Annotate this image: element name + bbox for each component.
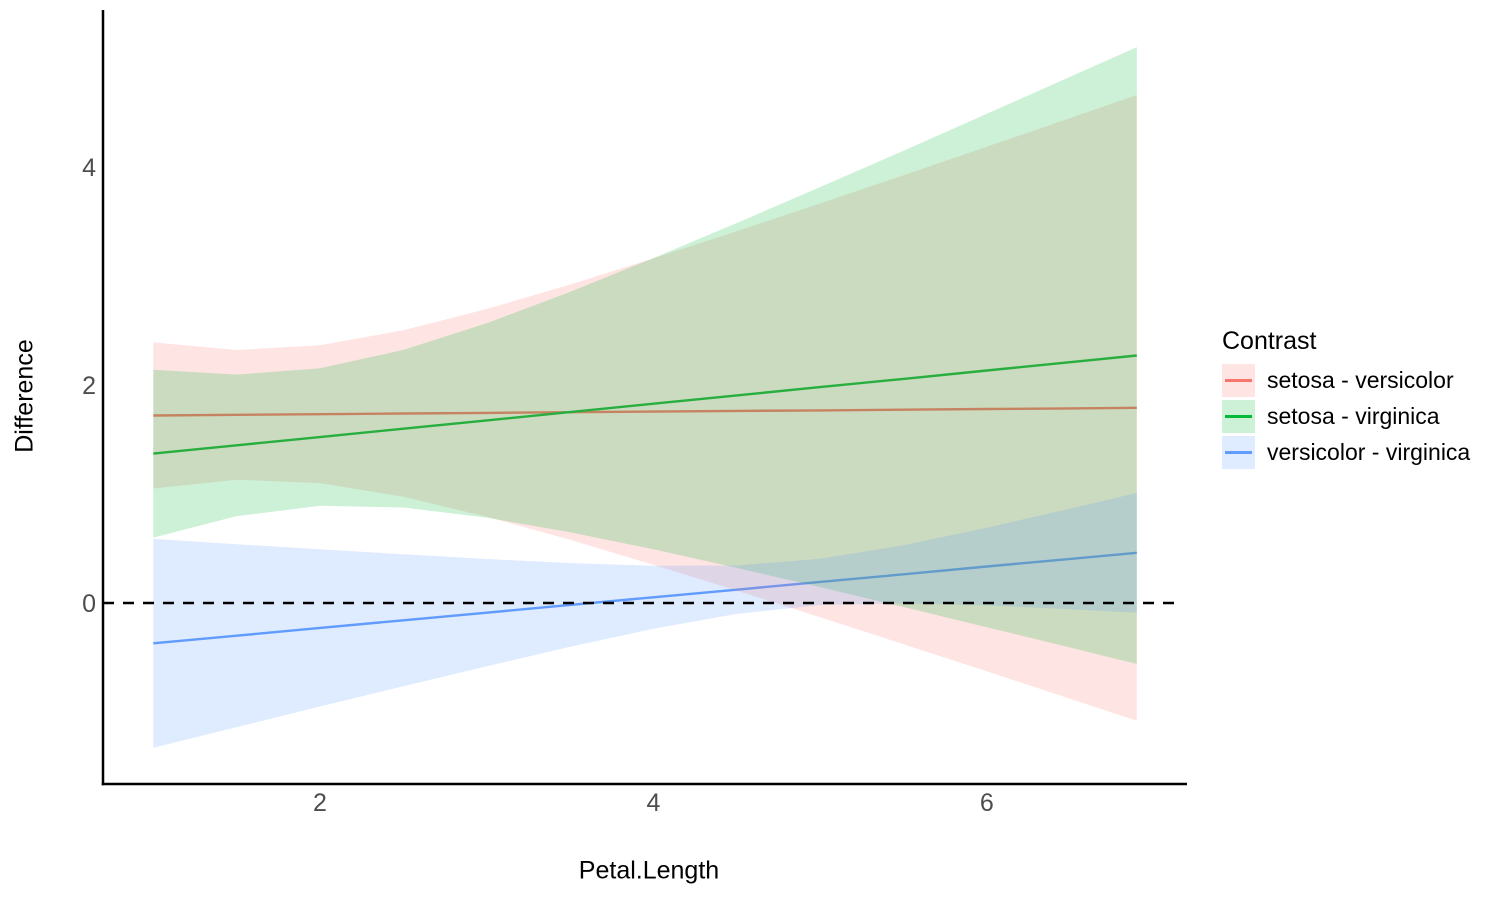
legend-item-label: versicolor - virginica: [1267, 439, 1471, 465]
confidence-ribbon-0: [153, 95, 1137, 721]
fit-line-1: [153, 354, 1137, 455]
y-tick-labels: 0 2 4: [82, 154, 96, 618]
x-tick-label: 4: [646, 789, 660, 817]
confidence-ribbon-2: [153, 492, 1137, 748]
legend-key-line: [1225, 451, 1252, 454]
legend-title: Contrast: [1222, 327, 1317, 355]
y-axis-title: Difference: [10, 339, 39, 453]
legend-key-swatch: [1222, 436, 1255, 469]
legend-key-swatch: [1222, 364, 1255, 397]
fit-line-0: [153, 406, 1137, 417]
legend-item-setosa-virginica: setosa - virginica: [1222, 400, 1470, 433]
x-axis-title: Petal.Length: [578, 856, 720, 885]
legend-key-swatch: [1222, 400, 1255, 433]
legend: Contrast setosa - versicolor setosa - vi…: [1222, 327, 1470, 472]
y-tick-label: 4: [82, 154, 96, 182]
legend-item-label: setosa - virginica: [1267, 403, 1440, 429]
x-tick-label: 6: [980, 789, 994, 817]
y-tick-label: 0: [82, 590, 96, 618]
legend-item-versicolor-virginica: versicolor - virginica: [1222, 436, 1470, 469]
fit-line-2: [153, 551, 1137, 645]
legend-item-label: setosa - versicolor: [1267, 367, 1454, 393]
legend-key-line: [1225, 379, 1252, 382]
legend-key-line: [1225, 415, 1252, 418]
x-tick-label: 2: [313, 789, 327, 817]
y-tick-label: 2: [82, 372, 96, 400]
fit-lines-group: [153, 354, 1137, 645]
ribbons-group: [153, 47, 1137, 748]
legend-item-setosa-versicolor: setosa - versicolor: [1222, 364, 1470, 397]
x-tick-labels: 2 4 6: [313, 789, 994, 817]
confidence-ribbon-1: [153, 47, 1137, 665]
